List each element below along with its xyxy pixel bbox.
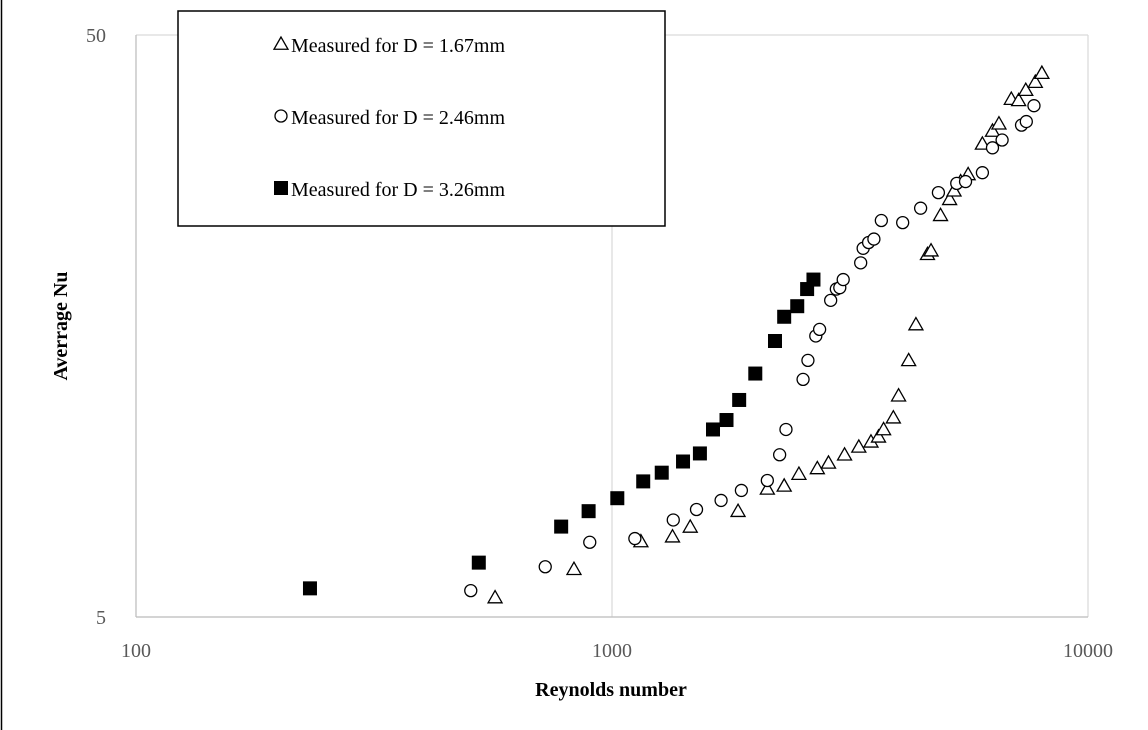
circle-marker <box>931 185 946 200</box>
legend-label: Measured for D = 3.26mm <box>291 179 505 201</box>
square-marker <box>706 422 721 437</box>
legend-label: Measured for D = 1.67mm <box>291 35 505 57</box>
square-marker <box>767 334 782 349</box>
square-marker <box>790 299 805 314</box>
triangle-marker <box>984 122 1001 137</box>
triangle-marker <box>885 409 902 424</box>
triangle-marker <box>729 502 747 518</box>
triangle-marker <box>941 191 958 206</box>
square-marker <box>777 309 792 324</box>
data-points <box>302 64 1050 604</box>
triangle-marker <box>1010 92 1027 107</box>
square-marker <box>610 491 625 506</box>
triangle-marker <box>565 560 583 576</box>
circle-marker <box>836 272 850 287</box>
square-marker <box>806 272 821 287</box>
circle-marker <box>779 422 793 437</box>
x-tick-label: 100 <box>121 640 151 662</box>
triangle-marker <box>1033 64 1050 80</box>
triangle-marker <box>664 528 681 543</box>
triangle-marker <box>759 480 776 495</box>
circle-marker <box>714 493 728 508</box>
legend-circle-marker <box>274 109 288 123</box>
y-axis-title: Averrage Nu <box>50 271 72 380</box>
square-marker <box>471 555 486 570</box>
circle-marker <box>666 513 680 527</box>
tick-labels: 100 1000 10000 5 50 <box>86 25 1113 662</box>
circle-marker <box>824 293 838 308</box>
square-marker <box>719 413 734 428</box>
triangle-marker <box>776 477 793 492</box>
triangle-marker <box>682 518 699 533</box>
triangle-marker <box>932 206 949 222</box>
square-marker <box>636 474 651 489</box>
circle-marker <box>854 256 868 270</box>
circle-marker <box>538 560 552 574</box>
series-group <box>302 272 821 596</box>
triangle-marker <box>850 438 867 453</box>
circle-marker <box>628 531 642 546</box>
triangle-marker <box>790 465 808 481</box>
legend-box <box>177 10 666 227</box>
circle-marker <box>958 174 973 189</box>
triangle-marker <box>1017 81 1034 97</box>
legend: Measured for D = 1.67mm Measured for D = … <box>177 10 666 227</box>
circle-marker <box>896 215 910 230</box>
circle-marker <box>464 583 478 598</box>
circle-marker <box>1019 114 1033 129</box>
triangle-marker <box>907 316 925 331</box>
circle-marker <box>689 502 704 517</box>
square-marker <box>581 504 596 519</box>
square-marker <box>748 366 763 381</box>
x-tick-label: 1000 <box>592 640 632 662</box>
triangle-marker <box>922 242 940 257</box>
triangle-marker <box>870 428 887 443</box>
circle-marker <box>1027 99 1041 113</box>
square-marker <box>676 454 691 469</box>
triangle-marker <box>486 589 504 604</box>
circle-marker <box>772 448 787 462</box>
triangle-marker <box>820 454 837 469</box>
square-marker <box>554 519 569 534</box>
triangle-marker <box>974 135 991 150</box>
square-marker <box>692 446 707 461</box>
circle-marker <box>867 232 881 246</box>
circle-marker <box>796 372 810 387</box>
circle-marker <box>801 353 815 368</box>
triangle-marker <box>809 460 826 475</box>
triangle-marker <box>836 446 853 461</box>
legend-square-marker <box>274 181 288 195</box>
y-tick-label: 5 <box>96 607 106 629</box>
square-marker <box>654 465 669 480</box>
x-tick-label: 10000 <box>1063 640 1113 662</box>
circle-marker <box>975 166 990 180</box>
legend-triangle-marker <box>272 35 290 50</box>
series-group <box>486 64 1050 604</box>
triangle-marker <box>990 115 1008 130</box>
triangle-marker <box>875 421 892 436</box>
triangle-marker <box>1027 73 1044 88</box>
circle-marker <box>734 483 749 498</box>
legend-items: Measured for D = 1.67mm Measured for D = … <box>272 35 505 201</box>
circle-marker <box>874 213 888 228</box>
axes <box>135 35 1088 618</box>
square-marker <box>302 581 317 596</box>
triangle-marker <box>900 352 917 367</box>
x-axis-title: Reynolds number <box>535 679 687 701</box>
circle-marker <box>812 322 827 337</box>
circle-marker <box>913 201 928 215</box>
circle-marker <box>583 535 597 549</box>
circle-marker <box>985 141 1000 155</box>
triangle-marker <box>890 387 907 402</box>
series-group <box>464 99 1041 598</box>
circle-marker <box>760 473 774 488</box>
square-marker <box>732 392 747 407</box>
circle-marker <box>995 133 1009 147</box>
legend-label: Measured for D = 2.46mm <box>291 107 505 129</box>
y-tick-label: 50 <box>86 25 106 47</box>
